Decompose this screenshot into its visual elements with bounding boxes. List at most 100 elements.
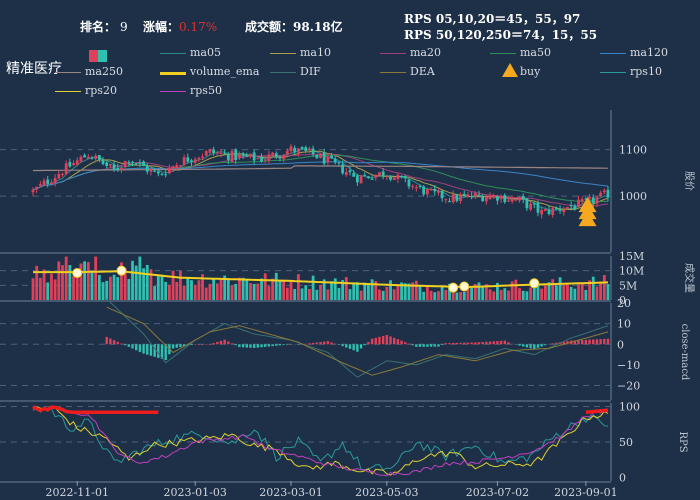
- candle-body: [68, 161, 72, 167]
- volume-bar: [488, 289, 492, 300]
- candle-body: [156, 171, 160, 174]
- macd-histogram-bar: [127, 344, 131, 347]
- candle-body: [127, 162, 131, 164]
- volume-bar: [551, 279, 555, 300]
- volume-highlight-dot: [116, 265, 127, 276]
- volume-bar: [31, 278, 35, 300]
- candle-body: [514, 199, 518, 201]
- volume-bar: [120, 262, 123, 300]
- macd-histogram-bar: [116, 341, 119, 345]
- macd-histogram-bar: [363, 344, 366, 346]
- macd-histogram-bar: [422, 344, 425, 347]
- volume-bar: [160, 274, 164, 300]
- volume-bar: [403, 283, 407, 300]
- macd-histogram-bar: [190, 344, 193, 345]
- legend-label-ma250: ma250: [85, 65, 123, 78]
- macd-histogram-bar: [518, 344, 521, 346]
- candle-body: [186, 157, 190, 162]
- candle-body: [529, 203, 532, 210]
- candle-body: [86, 156, 90, 159]
- volume-bar: [153, 286, 157, 300]
- macd-histogram-bar: [507, 342, 510, 345]
- candle-body: [532, 203, 536, 205]
- volume-bar: [64, 256, 68, 300]
- candle-body: [378, 172, 381, 176]
- legend-label-rps50: rps50: [190, 84, 222, 97]
- rps-axis-label: RPS: [677, 431, 688, 452]
- candle-body: [554, 208, 558, 210]
- macd-histogram-bar: [337, 344, 341, 345]
- volume-bar: [304, 285, 308, 300]
- volume-bar: [396, 284, 400, 300]
- buy-legend-icon: [502, 63, 518, 77]
- turnover-label: 成交额：98.18亿: [245, 20, 343, 34]
- volume-bar: [94, 256, 98, 300]
- candle-body: [448, 201, 451, 203]
- volume-bar: [112, 274, 116, 300]
- rank-label: 排名： 9: [80, 20, 128, 34]
- candle-body: [525, 198, 529, 209]
- line-ma120: [32, 161, 609, 191]
- candle-body: [444, 199, 448, 201]
- volume-bar: [109, 276, 112, 300]
- macd-histogram-bar: [426, 344, 429, 347]
- candle-body: [97, 155, 101, 161]
- volume-bar: [392, 289, 396, 300]
- line-rps20: [32, 406, 609, 476]
- buy-signal-marker: [578, 211, 597, 227]
- candle-body: [167, 168, 171, 174]
- volume-bar: [330, 281, 333, 300]
- macd-histogram-bar: [322, 341, 326, 345]
- macd-histogram-bar: [216, 341, 219, 345]
- macd-histogram-bar: [241, 344, 245, 348]
- macd-histogram-bar: [308, 343, 311, 345]
- volume-highlight-dot: [448, 282, 459, 293]
- candle-body: [418, 185, 422, 187]
- candle-body: [455, 194, 459, 201]
- candle-body: [584, 198, 588, 200]
- macd-histogram-bar: [175, 344, 178, 348]
- candle-body: [215, 152, 219, 154]
- candle-body: [547, 209, 551, 214]
- macd-histogram-bar: [429, 344, 433, 347]
- candle-body: [344, 171, 348, 175]
- candle-body: [105, 162, 109, 166]
- candle-body: [466, 194, 470, 197]
- volume-bar: [378, 289, 381, 300]
- macd-histogram-bar: [227, 341, 230, 345]
- candle-body: [252, 152, 256, 161]
- macd-histogram-bar: [289, 344, 293, 345]
- candle-body: [149, 169, 153, 172]
- macd-tick-label: 10: [617, 318, 631, 331]
- macd-histogram-bar: [451, 342, 455, 345]
- volume-bar: [315, 289, 319, 300]
- candle-body: [333, 158, 337, 163]
- macd-histogram-bar: [599, 339, 602, 345]
- volume-bar: [90, 270, 94, 300]
- candle-body: [551, 207, 555, 216]
- candle-body: [462, 193, 466, 196]
- candle-body: [101, 160, 105, 165]
- macd-tick-label: −10: [617, 359, 640, 372]
- macd-histogram-bar: [499, 340, 503, 345]
- macd-histogram-bar: [131, 344, 134, 349]
- chart-title: 精准医疗: [6, 61, 62, 77]
- volume-bar: [470, 287, 474, 300]
- volume-bar: [300, 288, 304, 300]
- macd-histogram-bar: [138, 344, 142, 352]
- candle-body: [311, 148, 315, 154]
- candle-body: [226, 153, 230, 160]
- x-tick-label: 2023-07-02: [466, 486, 529, 499]
- candle-body: [164, 174, 168, 176]
- macd-histogram-bar: [109, 338, 112, 345]
- macd-histogram-bar: [267, 344, 271, 347]
- legend-label-ma120: ma120: [630, 46, 668, 59]
- volume-bar: [204, 287, 208, 300]
- candle-body: [61, 174, 64, 176]
- volume-bar: [518, 288, 521, 300]
- macd-histogram-bar: [278, 344, 282, 346]
- volume-bar: [496, 282, 499, 300]
- volume-bar: [481, 286, 485, 300]
- volume-bar: [440, 286, 444, 300]
- volume-tick-label: 5M: [619, 279, 637, 292]
